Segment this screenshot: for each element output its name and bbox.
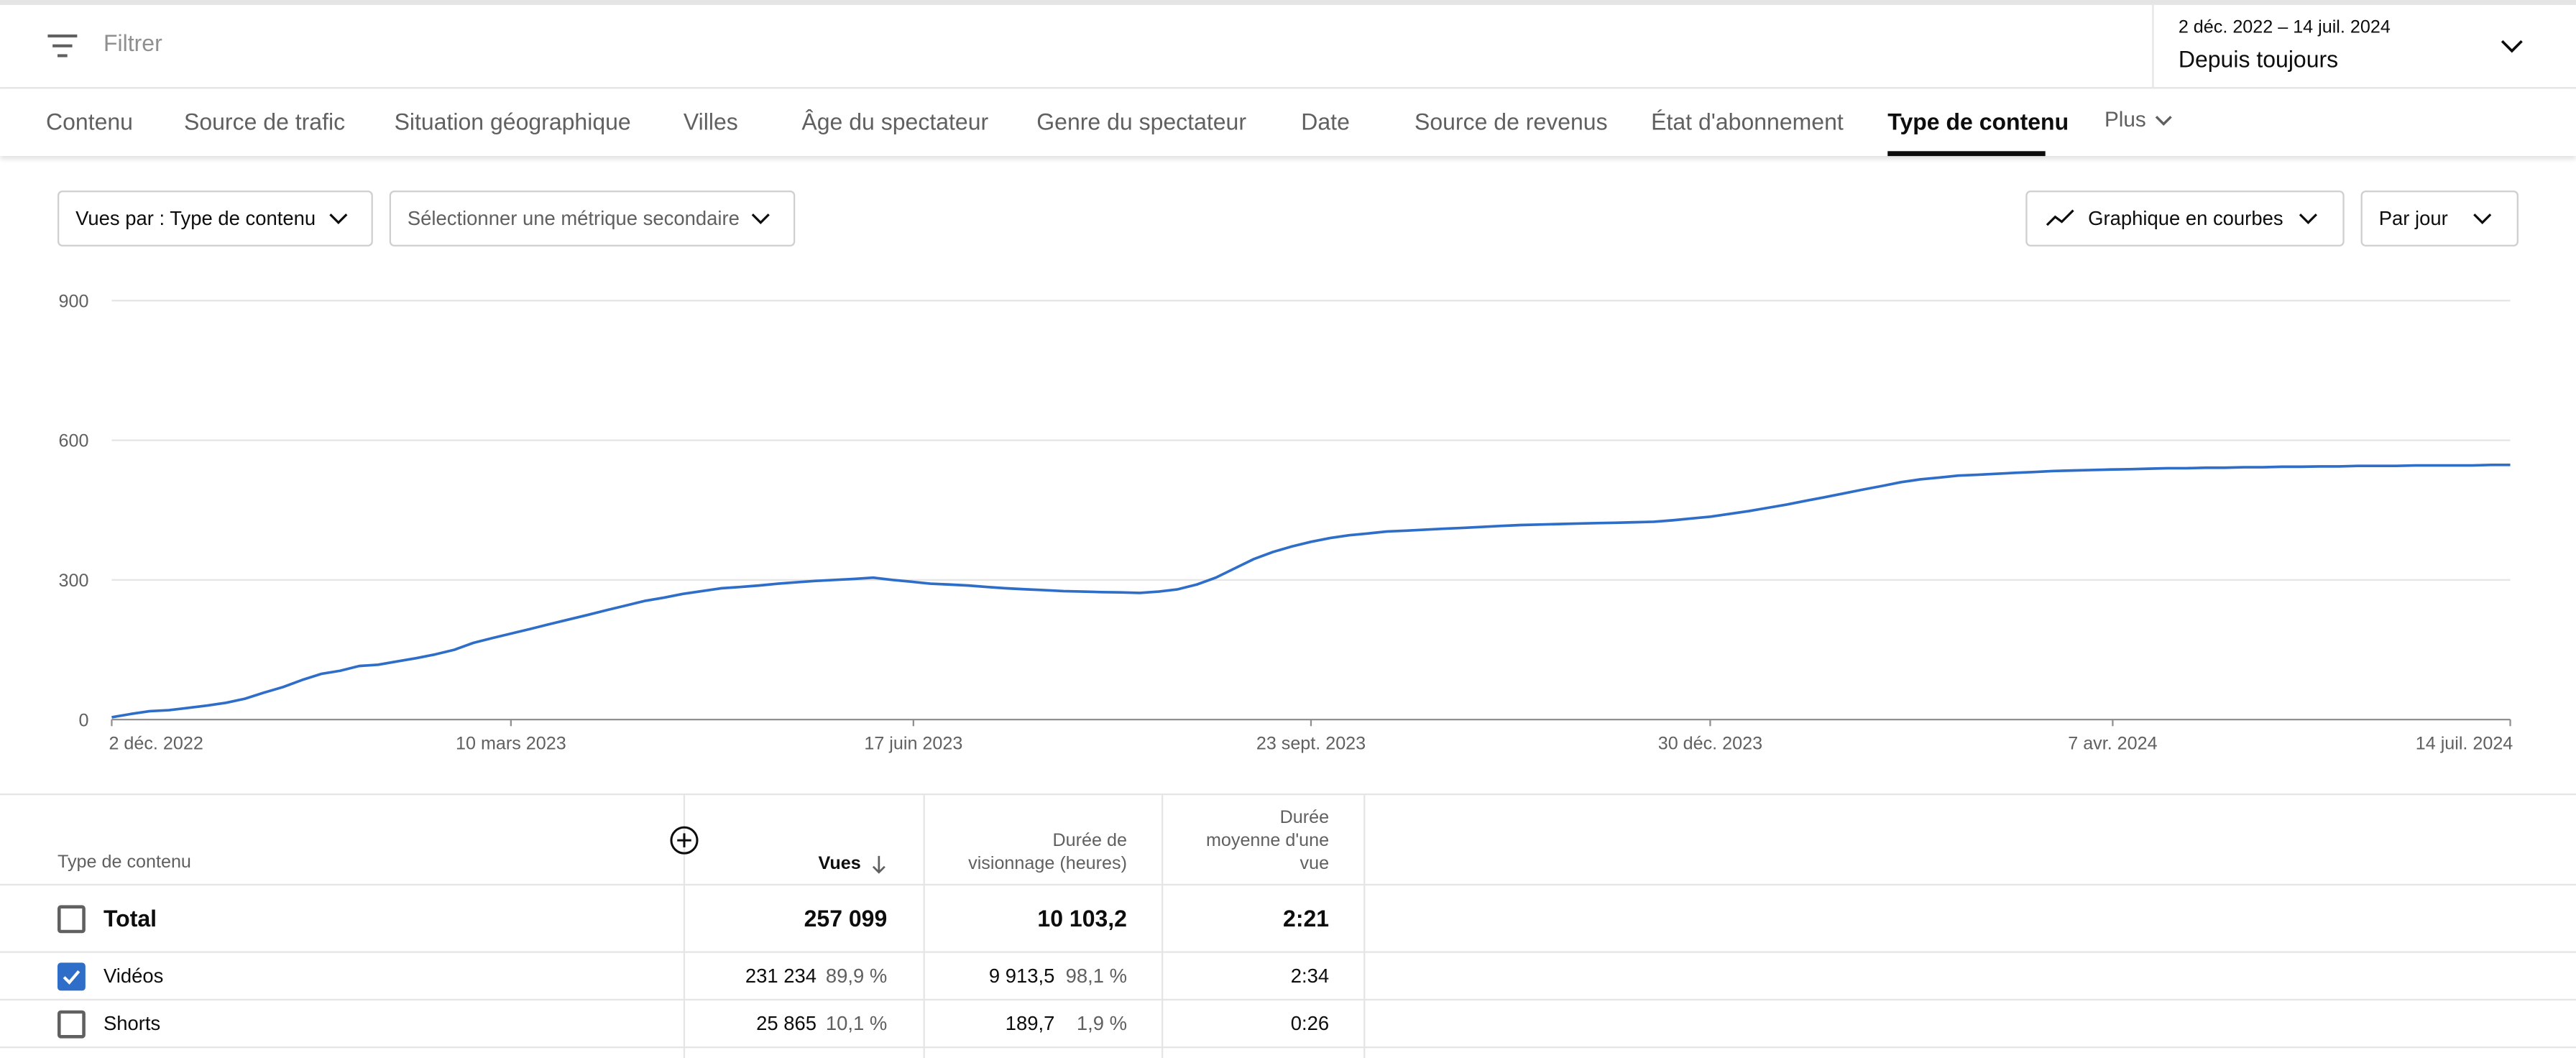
views-header[interactable]: Vues	[732, 852, 887, 875]
views-line-chart: 0 300 600 900 2 déc. 2022 10 mars 2023 17 jui…	[59, 291, 2513, 753]
watch-time-header-line: visionnage (heures)	[968, 854, 1127, 874]
col-divider	[923, 795, 925, 1058]
total-watch-time: 10 103,2	[1037, 905, 1127, 932]
x-tick-label: 30 déc. 2023	[1658, 733, 1762, 753]
watch-time-header-line: Durée de	[1052, 831, 1127, 851]
tab-more[interactable]: Plus	[2104, 107, 2174, 132]
x-tick-label: 17 juin 2023	[864, 733, 962, 753]
date-range-dates: 2 déc. 2022 – 14 juil. 2024	[2178, 18, 2391, 38]
table-row-label: Vidéos	[103, 964, 164, 988]
date-range-label: Depuis toujours	[2178, 45, 2339, 73]
tab-etat-abonnement[interactable]: État d'abonnement	[1651, 108, 1844, 135]
tab-source-de-trafic[interactable]: Source de trafic	[183, 108, 346, 135]
chart-type-label: Graphique en courbes	[2088, 206, 2283, 230]
shorts-watch-time-pct: 1,9 %	[1076, 1011, 1127, 1035]
table-top-border	[0, 793, 2576, 796]
videos-watch-time: 9 913,5	[988, 964, 1055, 988]
row-divider	[0, 998, 2576, 1000]
filter-input[interactable]: Filtrer	[103, 29, 162, 56]
y-tick-label: 900	[59, 291, 89, 311]
dimension-tabs: Contenu Source de trafic Situation géogr…	[0, 88, 2576, 157]
chevron-down-icon	[329, 213, 348, 224]
tab-date[interactable]: Date	[1301, 108, 1350, 135]
x-tick-label: 10 mars 2023	[456, 733, 566, 753]
primary-metric-dropdown[interactable]: Vues par : Type de contenu	[57, 190, 373, 247]
tab-villes[interactable]: Villes	[683, 108, 738, 135]
tab-genre-du-spectateur[interactable]: Genre du spectateur	[1036, 108, 1247, 135]
x-tick-label: 14 juil. 2024	[2416, 733, 2513, 753]
views-header-label: Vues	[818, 854, 861, 874]
top-border	[0, 0, 2576, 5]
row-divider	[0, 951, 2576, 953]
sort-descending-icon	[872, 855, 886, 874]
col-divider	[683, 795, 686, 1058]
table-row-label: Shorts	[103, 1011, 161, 1035]
chevron-down-icon	[2501, 40, 2523, 53]
total-label: Total	[103, 905, 157, 932]
active-tab-indicator	[1887, 151, 2046, 157]
chevron-down-icon	[751, 213, 770, 224]
videos-watch-time-pct: 98,1 %	[1065, 964, 1127, 988]
shorts-views: 25 865	[756, 1011, 816, 1035]
x-tick-label: 7 avr. 2024	[2068, 733, 2157, 753]
videos-views-pct: 89,9 %	[825, 964, 888, 988]
shorts-avg-duration: 0:26	[1290, 1011, 1330, 1035]
chevron-down-icon	[2156, 114, 2173, 125]
y-tick-label: 0	[78, 710, 88, 730]
views-series-line	[111, 464, 2511, 719]
y-tick-label: 600	[59, 431, 89, 451]
x-tick-label: 2 déc. 2022	[109, 733, 203, 753]
watch-time-header[interactable]: Durée de visionnage (heures)	[930, 829, 1127, 875]
date-range-selector[interactable]: 2 déc. 2022 – 14 juil. 2024 Depuis toujo…	[2152, 4, 2576, 88]
secondary-metric-label: Sélectionner une métrique secondaire	[407, 206, 740, 230]
avg-duration-header-line: moyenne d'une	[1205, 831, 1330, 851]
granularity-label: Par jour	[2378, 206, 2448, 230]
filter-bar: Filtrer 2 déc. 2022 – 14 juil. 2024 Depu…	[0, 4, 2576, 89]
tab-contenu[interactable]: Contenu	[45, 108, 133, 135]
col-divider	[1363, 795, 1366, 1058]
shorts-checkbox[interactable]	[57, 1010, 86, 1039]
tab-type-de-contenu[interactable]: Type de contenu	[1887, 108, 2069, 135]
dimension-header: Type de contenu	[57, 852, 191, 873]
avg-duration-header-line: vue	[1300, 854, 1330, 874]
videos-views: 231 234	[745, 964, 816, 988]
add-metric-icon[interactable]	[668, 824, 699, 855]
total-avg-duration: 2:21	[1283, 905, 1330, 932]
videos-checkbox[interactable]	[57, 962, 86, 991]
total-views: 257 099	[804, 905, 888, 932]
y-tick-label: 300	[59, 571, 89, 591]
shorts-watch-time: 189,7	[1005, 1011, 1055, 1035]
tab-situation-geographique[interactable]: Situation géographique	[394, 108, 631, 135]
shorts-views-pct: 10,1 %	[825, 1011, 888, 1035]
tab-more-label: Plus	[2104, 106, 2146, 132]
primary-metric-label: Vues par : Type de contenu	[75, 206, 316, 230]
avg-duration-header[interactable]: Durée moyenne d'une vue	[1169, 806, 1329, 875]
row-divider	[0, 1046, 2576, 1049]
avg-duration-header-line: Durée	[1279, 808, 1330, 828]
chevron-down-icon	[2473, 213, 2492, 224]
videos-avg-duration: 2:34	[1290, 964, 1330, 988]
col-divider	[1161, 795, 1164, 1058]
checkmark-icon	[63, 970, 80, 985]
chart-type-dropdown[interactable]: Graphique en courbes	[2025, 190, 2345, 247]
granularity-dropdown[interactable]: Par jour	[2360, 190, 2518, 247]
line-chart-icon	[2046, 209, 2074, 226]
filter-icon[interactable]	[47, 33, 78, 60]
chevron-down-icon	[2299, 213, 2317, 224]
secondary-metric-dropdown[interactable]: Sélectionner une métrique secondaire	[389, 190, 796, 247]
tab-source-de-revenus[interactable]: Source de revenus	[1414, 108, 1608, 135]
tab-age-du-spectateur[interactable]: Âge du spectateur	[801, 108, 989, 135]
total-checkbox[interactable]	[57, 905, 86, 934]
row-divider	[0, 883, 2576, 886]
x-tick-label: 23 sept. 2023	[1256, 733, 1366, 753]
